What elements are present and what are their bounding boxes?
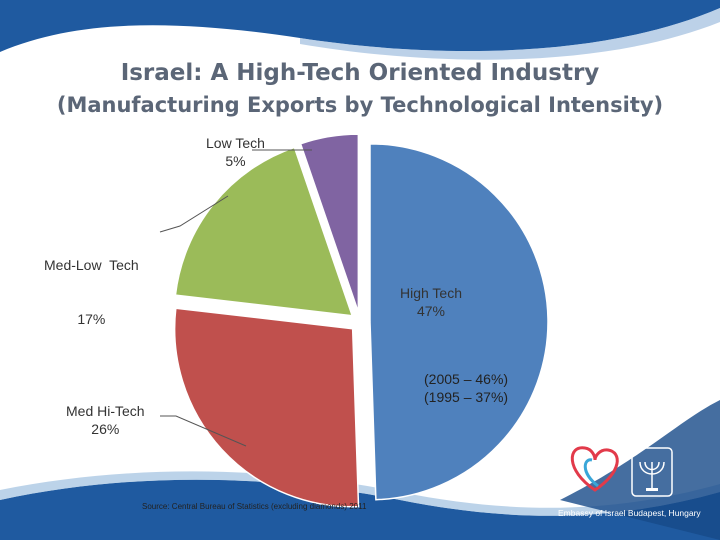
note-2005: (2005 – 46%) [424, 371, 509, 387]
pie-slice-med-hi-tech [173, 307, 360, 508]
pie-slice-med-low-tech [174, 146, 354, 317]
slice-name: Med-Low Tech [44, 257, 139, 273]
right-wave [560, 400, 720, 540]
top-wave-highlight [300, 8, 720, 60]
slice-name: High Tech [400, 285, 463, 301]
heart-logo-icon [570, 446, 619, 492]
leader-med-low-tech [159, 195, 229, 233]
slice-label-low-tech: Low Tech 5% [206, 134, 265, 170]
slice-name: Low Tech [206, 135, 265, 151]
slice-label-med-low-tech: Med-Low Tech 17% [44, 220, 139, 346]
menorah-emblem-icon [631, 447, 673, 497]
pie-slice-high-tech [369, 143, 549, 501]
slide-title: Israel: A High-Tech Oriented Industry [120, 60, 600, 86]
slide-subtitle: (Manufacturing Exports by Technological … [56, 93, 664, 117]
note-1995: (1995 – 37%) [424, 389, 509, 405]
slice-label-med-hi-tech: Med Hi-Tech 26% [66, 402, 145, 438]
leader-med-hi-tech [160, 415, 247, 447]
top-wave [0, 0, 720, 52]
slice-value: 5% [225, 153, 246, 169]
embassy-name: Embassy of Israel Budapest, Hungary [558, 508, 701, 518]
slice-label-high-tech: High Tech 47% [400, 284, 462, 320]
bottom-wave [0, 479, 720, 540]
source-note: Source: Central Bureau of Statistics (ex… [142, 502, 367, 511]
slice-value: 17% [77, 311, 106, 327]
historical-note: (2005 – 46%) (1995 – 37%) [424, 370, 508, 406]
slice-value: 26% [91, 421, 120, 437]
pie-slice-low-tech [299, 133, 360, 313]
slice-value: 47% [416, 303, 446, 319]
pie-slices [173, 133, 549, 508]
slice-name: Med Hi-Tech [66, 403, 145, 419]
leader-lines [159, 149, 312, 447]
